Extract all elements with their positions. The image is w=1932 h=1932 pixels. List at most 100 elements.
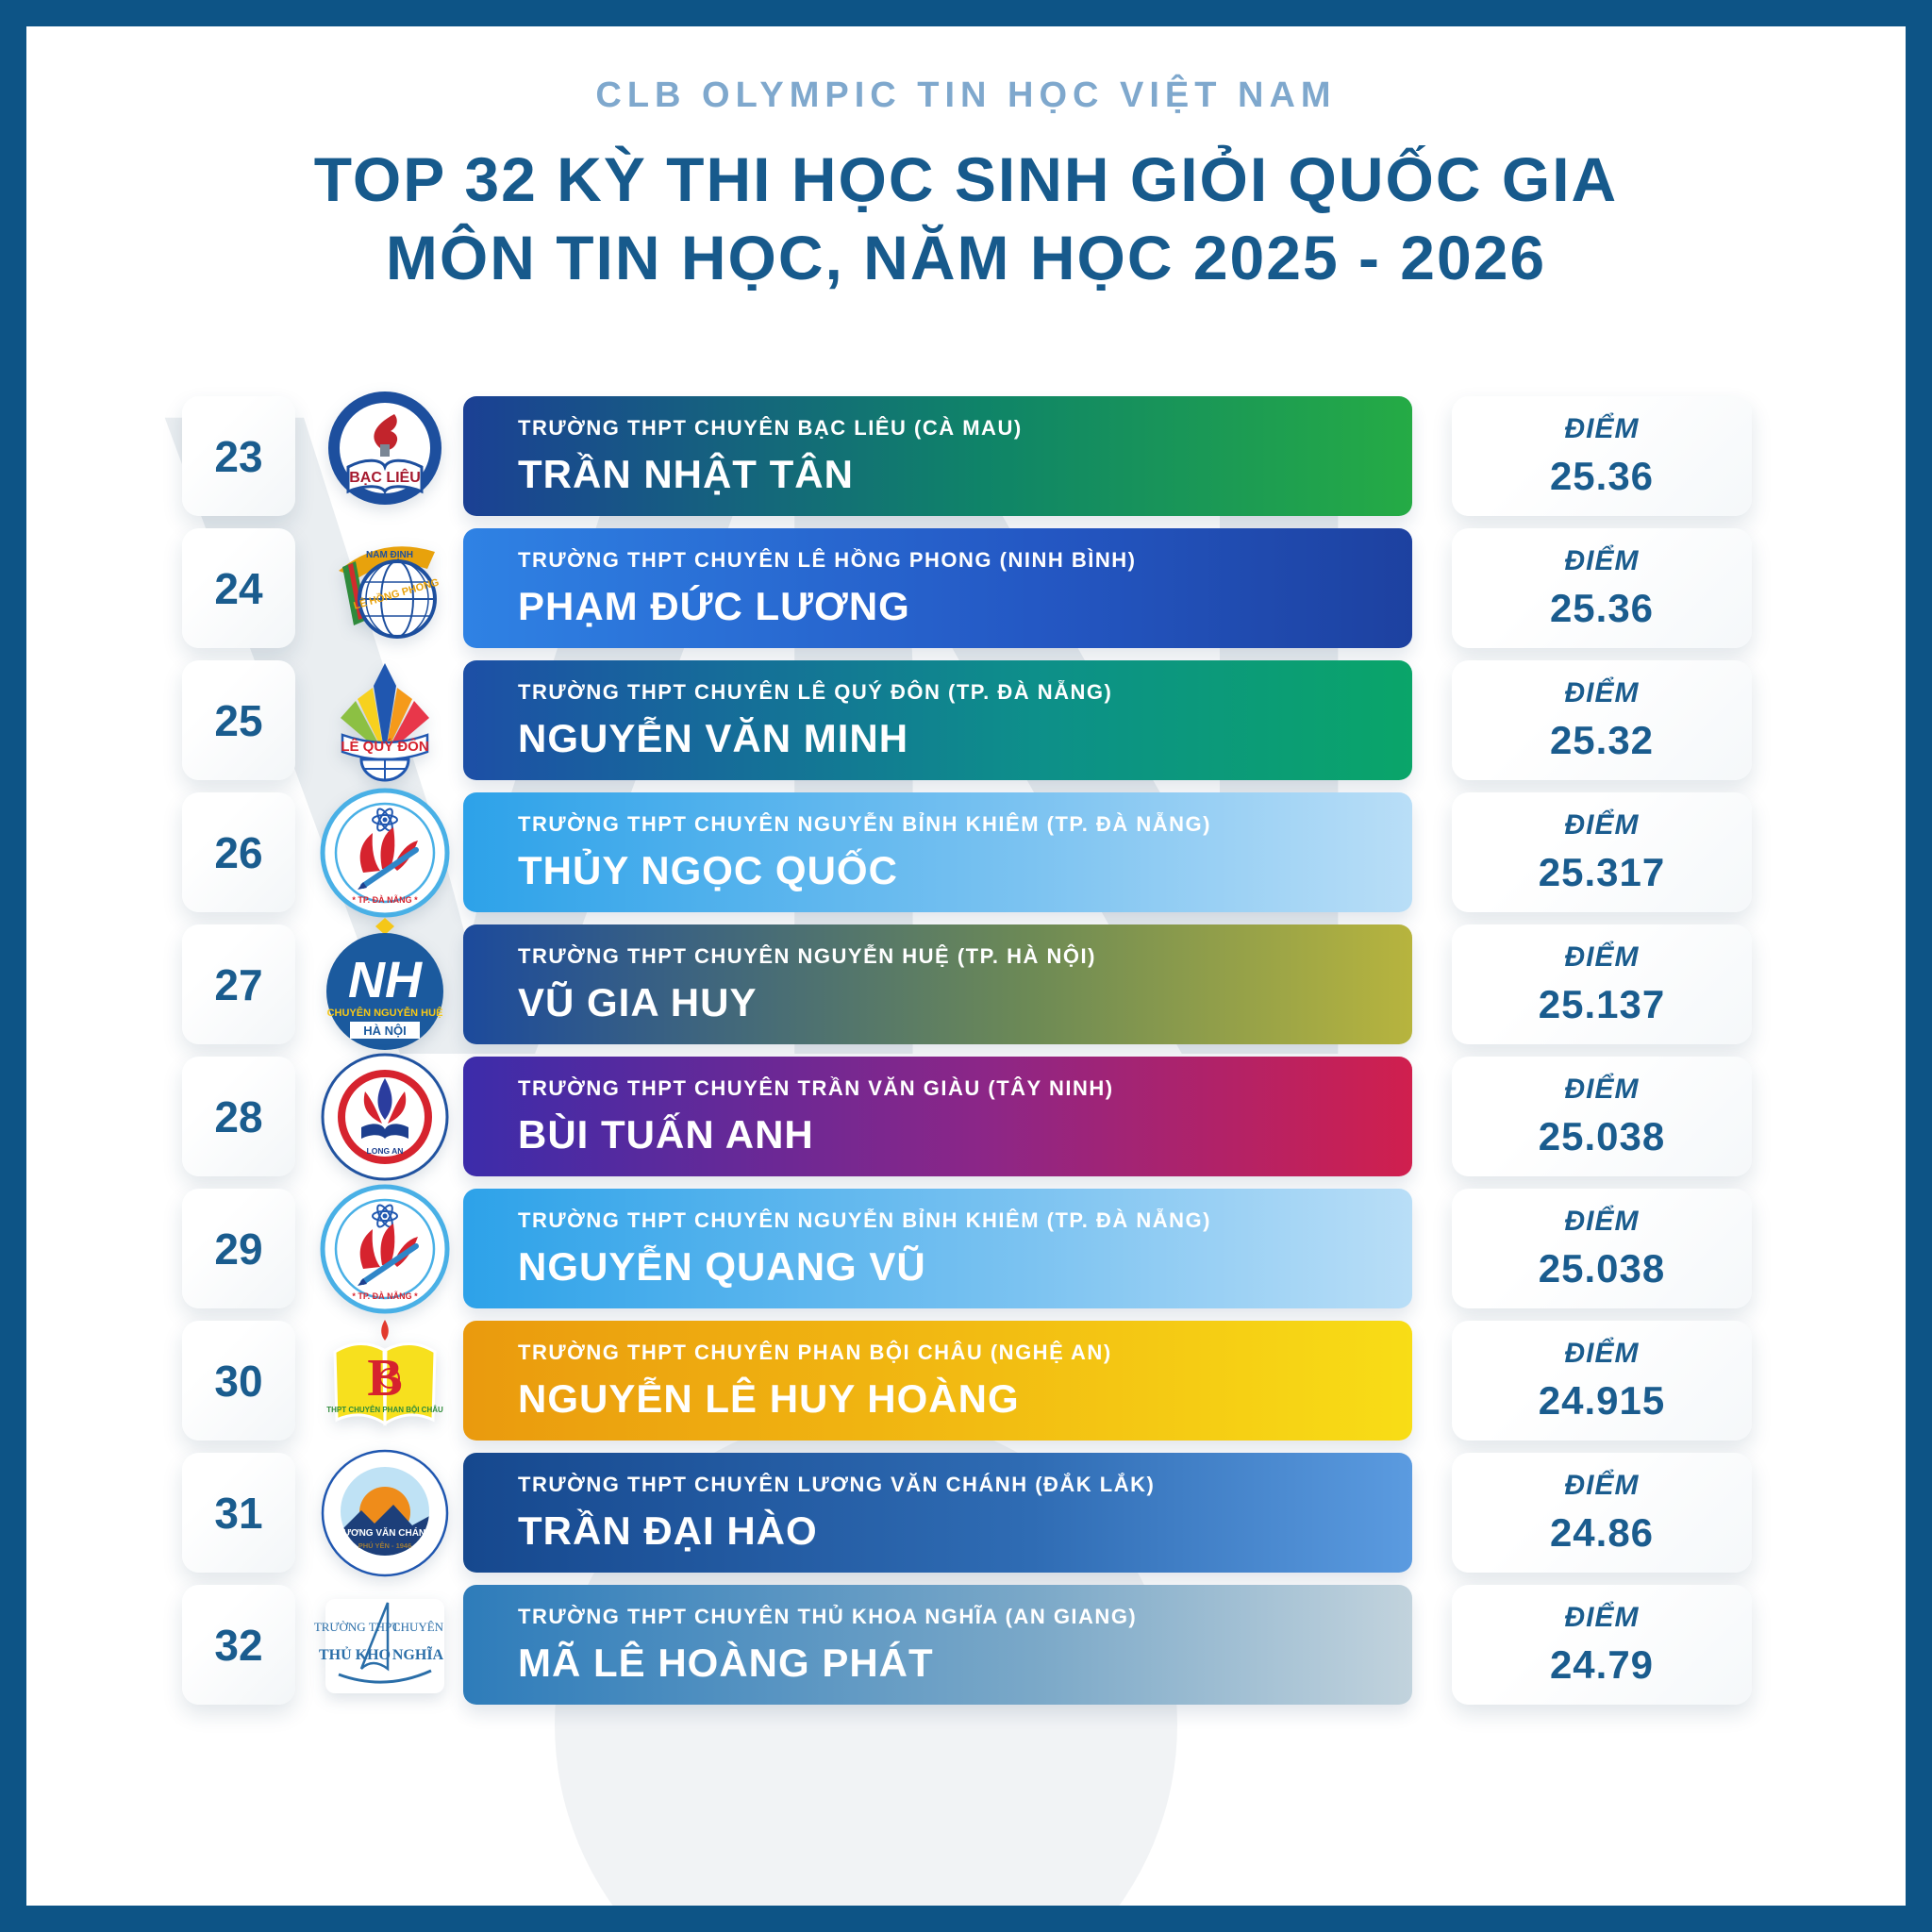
score-card: ĐIỂM 25.317 [1452, 792, 1752, 912]
rank-badge: 31 [182, 1453, 295, 1573]
result-bar: TRƯỜNG THPT CHUYÊN BẠC LIÊU (CÀ MAU) TRẦN… [463, 396, 1412, 516]
svg-text:* TP. ĐÀ NẴNG *: * TP. ĐÀ NẴNG * [352, 1291, 418, 1301]
score-card: ĐIỂM 25.32 [1452, 660, 1752, 780]
result-bar: TRƯỜNG THPT CHUYÊN NGUYỄN HUỆ (TP. HÀ NỘ… [463, 924, 1412, 1044]
score-label: ĐIỂM [1564, 809, 1640, 841]
result-bar: TRƯỜNG THPT CHUYÊN NGUYỄN BỈNH KHIÊM (TP… [463, 1189, 1412, 1308]
score-card: ĐIỂM 24.915 [1452, 1321, 1752, 1441]
rank-number: 31 [214, 1488, 263, 1538]
school-name: TRƯỜNG THPT CHUYÊN LÊ QUÝ ĐÔN (TP. ĐÀ NẴ… [518, 679, 1113, 704]
school-name: TRƯỜNG THPT CHUYÊN LƯƠNG VĂN CHÁNH (ĐẮK … [518, 1472, 1156, 1496]
ranking-row: 30 B THPT CHUYÊN PHAN BỘI CHÂU TRƯỜNG THPT … [182, 1319, 1752, 1441]
rank-number: 32 [214, 1620, 263, 1670]
rank-number: 25 [214, 695, 263, 745]
ranking-row: 29 * TP. ĐÀ NẴNG * TRƯỜNG THPT CHUYÊN NGUY… [182, 1184, 1752, 1313]
svg-text:LƯƠNG VĂN CHÁNH: LƯƠNG VĂN CHÁNH [338, 1526, 433, 1539]
rank-number: 23 [214, 431, 263, 481]
ranking-row: 31 LƯƠNG VĂN CHÁNH PHÚ YÊN - 1946 TRƯỜNG TH… [182, 1449, 1752, 1576]
student-name: THỦY NGỌC QUỐC [518, 847, 898, 892]
result-bar: TRƯỜNG THPT CHUYÊN PHAN BỘI CHÂU (NGHỆ A… [463, 1321, 1412, 1441]
rank-badge: 24 [182, 528, 295, 648]
school-logo-le-hong-phong-icon: LÊ HỒNG PHONG NAM ĐỊNH [309, 528, 460, 648]
score-card: ĐIỂM 25.36 [1452, 396, 1752, 516]
ranking-row: 25 LÊ QUÝ ĐÔN TRƯỜNG THPT CHUYÊN LÊ QUÝ ĐÔ… [182, 660, 1752, 781]
school-logo-luong-van-chanh-icon: LƯƠNG VĂN CHÁNH PHÚ YÊN - 1946 [309, 1449, 460, 1576]
svg-text:BẠC LIÊU: BẠC LIÊU [349, 468, 421, 486]
school-name: TRƯỜNG THPT CHUYÊN THỦ KHOA NGHĨA (AN GI… [518, 1604, 1138, 1628]
poster-title-line1: TOP 32 KỲ THI HỌC SINH GIỎI QUỐC GIA [313, 144, 1619, 214]
school-name: TRƯỜNG THPT CHUYÊN LÊ HỒNG PHONG (NINH B… [518, 547, 1137, 572]
score-value: 25.317 [1538, 850, 1666, 894]
school-name: TRƯỜNG THPT CHUYÊN BẠC LIÊU (CÀ MAU) [518, 415, 1023, 440]
score-value: 25.36 [1549, 586, 1655, 630]
score-label: ĐIỂM [1564, 1206, 1640, 1237]
score-label: ĐIỂM [1564, 413, 1640, 444]
school-logo-phan-boi-chau-icon: B THPT CHUYÊN PHAN BỘI CHÂU [309, 1319, 460, 1441]
score-value: 25.32 [1549, 718, 1655, 762]
school-logo-le-quy-don-icon: LÊ QUÝ ĐÔN [309, 660, 460, 781]
svg-text:CHUYÊN: CHUYÊN [392, 1620, 444, 1634]
svg-text:B: B [367, 1349, 402, 1407]
student-name: VŨ GIA HUY [518, 979, 758, 1024]
score-card: ĐIỂM 25.36 [1452, 528, 1752, 648]
student-name: TRẦN ĐẠI HÀO [518, 1507, 818, 1553]
rank-number: 30 [214, 1356, 263, 1406]
svg-text:PHÚ YÊN - 1946: PHÚ YÊN - 1946 [358, 1541, 412, 1550]
rank-badge: 30 [182, 1321, 295, 1441]
ranking-list: 23 BẠC LIÊU TRƯỜNG THPT CHUYÊN BẠC LIÊU (C… [26, 391, 1906, 1717]
svg-text:CHUYÊN NGUYỄN HUỆ: CHUYÊN NGUYỄN HUỆ [327, 1007, 443, 1019]
rank-badge: 32 [182, 1585, 295, 1705]
club-name: CLB OLYMPIC TIN HỌC VIỆT NAM [595, 75, 1337, 115]
result-bar: TRƯỜNG THPT CHUYÊN NGUYỄN BỈNH KHIÊM (TP… [463, 792, 1412, 912]
score-label: ĐIỂM [1564, 1338, 1640, 1369]
rank-number: 26 [214, 827, 263, 877]
score-value: 25.038 [1538, 1246, 1666, 1291]
school-name: TRƯỜNG THPT CHUYÊN PHAN BỘI CHÂU (NGHỆ A… [518, 1340, 1112, 1364]
svg-text:NGHĨA: NGHĨA [392, 1645, 444, 1663]
svg-text:TRƯỜNG THPT: TRƯỜNG THPT [314, 1620, 399, 1634]
school-name: TRƯỜNG THPT CHUYÊN NGUYỄN BỈNH KHIÊM (TP… [518, 811, 1211, 836]
ranking-row: 26 * TP. ĐÀ NẴNG * TRƯỜNG THPT CHUYÊN NGUY… [182, 788, 1752, 917]
ranking-row: 27 NH CHUYÊN NGUYỄN HUỆ HÀ NỘI TRƯỜNG THPT C… [182, 917, 1752, 1050]
rank-number: 27 [214, 959, 263, 1009]
ranking-row: 32 TRƯỜNG THPT CHUYÊN THỦ KHO NGHĨA TRƯỜNG TH… [182, 1585, 1752, 1705]
result-bar: TRƯỜNG THPT CHUYÊN TRẦN VĂN GIÀU (TÂY NI… [463, 1057, 1412, 1176]
school-logo-nguyen-binh-khiem-icon: * TP. ĐÀ NẴNG * [309, 788, 460, 917]
score-value: 24.915 [1538, 1378, 1666, 1423]
rank-badge: 25 [182, 660, 295, 780]
ranking-row: 28 LONG AN TRƯỜNG THPT CHUYÊN TRẦN VĂN GIÀ… [182, 1053, 1752, 1180]
score-label: ĐIỂM [1564, 941, 1640, 973]
score-card: ĐIỂM 24.86 [1452, 1453, 1752, 1573]
result-bar: TRƯỜNG THPT CHUYÊN THỦ KHOA NGHĨA (AN GI… [463, 1585, 1412, 1705]
result-bar: TRƯỜNG THPT CHUYÊN LÊ HỒNG PHONG (NINH B… [463, 528, 1412, 648]
student-name: TRẦN NHẬT TÂN [518, 451, 854, 496]
school-name: TRƯỜNG THPT CHUYÊN NGUYỄN BỈNH KHIÊM (TP… [518, 1208, 1211, 1232]
student-name: NGUYỄN LÊ HUY HOÀNG [518, 1375, 1020, 1421]
svg-text:LONG AN: LONG AN [367, 1146, 404, 1156]
school-logo-nguyen-hue-icon: NH CHUYÊN NGUYỄN HUỆ HÀ NỘI [309, 917, 460, 1050]
score-value: 24.79 [1549, 1642, 1655, 1687]
score-label: ĐIỂM [1564, 677, 1640, 708]
student-name: BÙI TUẤN ANH [518, 1111, 814, 1157]
ranking-row: 23 BẠC LIÊU TRƯỜNG THPT CHUYÊN BẠC LIÊU (C… [182, 391, 1752, 516]
school-logo-thu-khoa-nghia-icon: TRƯỜNG THPT CHUYÊN THỦ KHO NGHĨA [309, 1585, 460, 1705]
svg-text:NH: NH [348, 952, 423, 1008]
svg-text:THPT CHUYÊN PHAN BỘI CHÂU: THPT CHUYÊN PHAN BỘI CHÂU [326, 1406, 443, 1414]
student-name: NGUYỄN QUANG VŨ [518, 1243, 926, 1289]
svg-text:* TP. ĐÀ NẴNG *: * TP. ĐÀ NẴNG * [352, 894, 418, 905]
svg-text:THỦ KHO: THỦ KHO [319, 1645, 391, 1663]
score-card: ĐIỂM 25.038 [1452, 1189, 1752, 1308]
svg-text:HÀ NỘI: HÀ NỘI [363, 1024, 407, 1038]
score-value: 25.36 [1549, 454, 1655, 498]
rank-number: 28 [214, 1091, 263, 1141]
score-value: 25.038 [1538, 1114, 1666, 1158]
score-card: ĐIỂM 25.137 [1452, 924, 1752, 1044]
result-bar: TRƯỜNG THPT CHUYÊN LƯƠNG VĂN CHÁNH (ĐẮK … [463, 1453, 1412, 1573]
rank-badge: 28 [182, 1057, 295, 1176]
rank-badge: 29 [182, 1189, 295, 1308]
student-name: NGUYỄN VĂN MINH [518, 715, 909, 760]
poster-header: CLB OLYMPIC TIN HỌC VIỆT NAM TOP 32 KỲ T… [26, 26, 1906, 296]
rank-badge: 27 [182, 924, 295, 1044]
rank-number: 24 [214, 563, 263, 613]
